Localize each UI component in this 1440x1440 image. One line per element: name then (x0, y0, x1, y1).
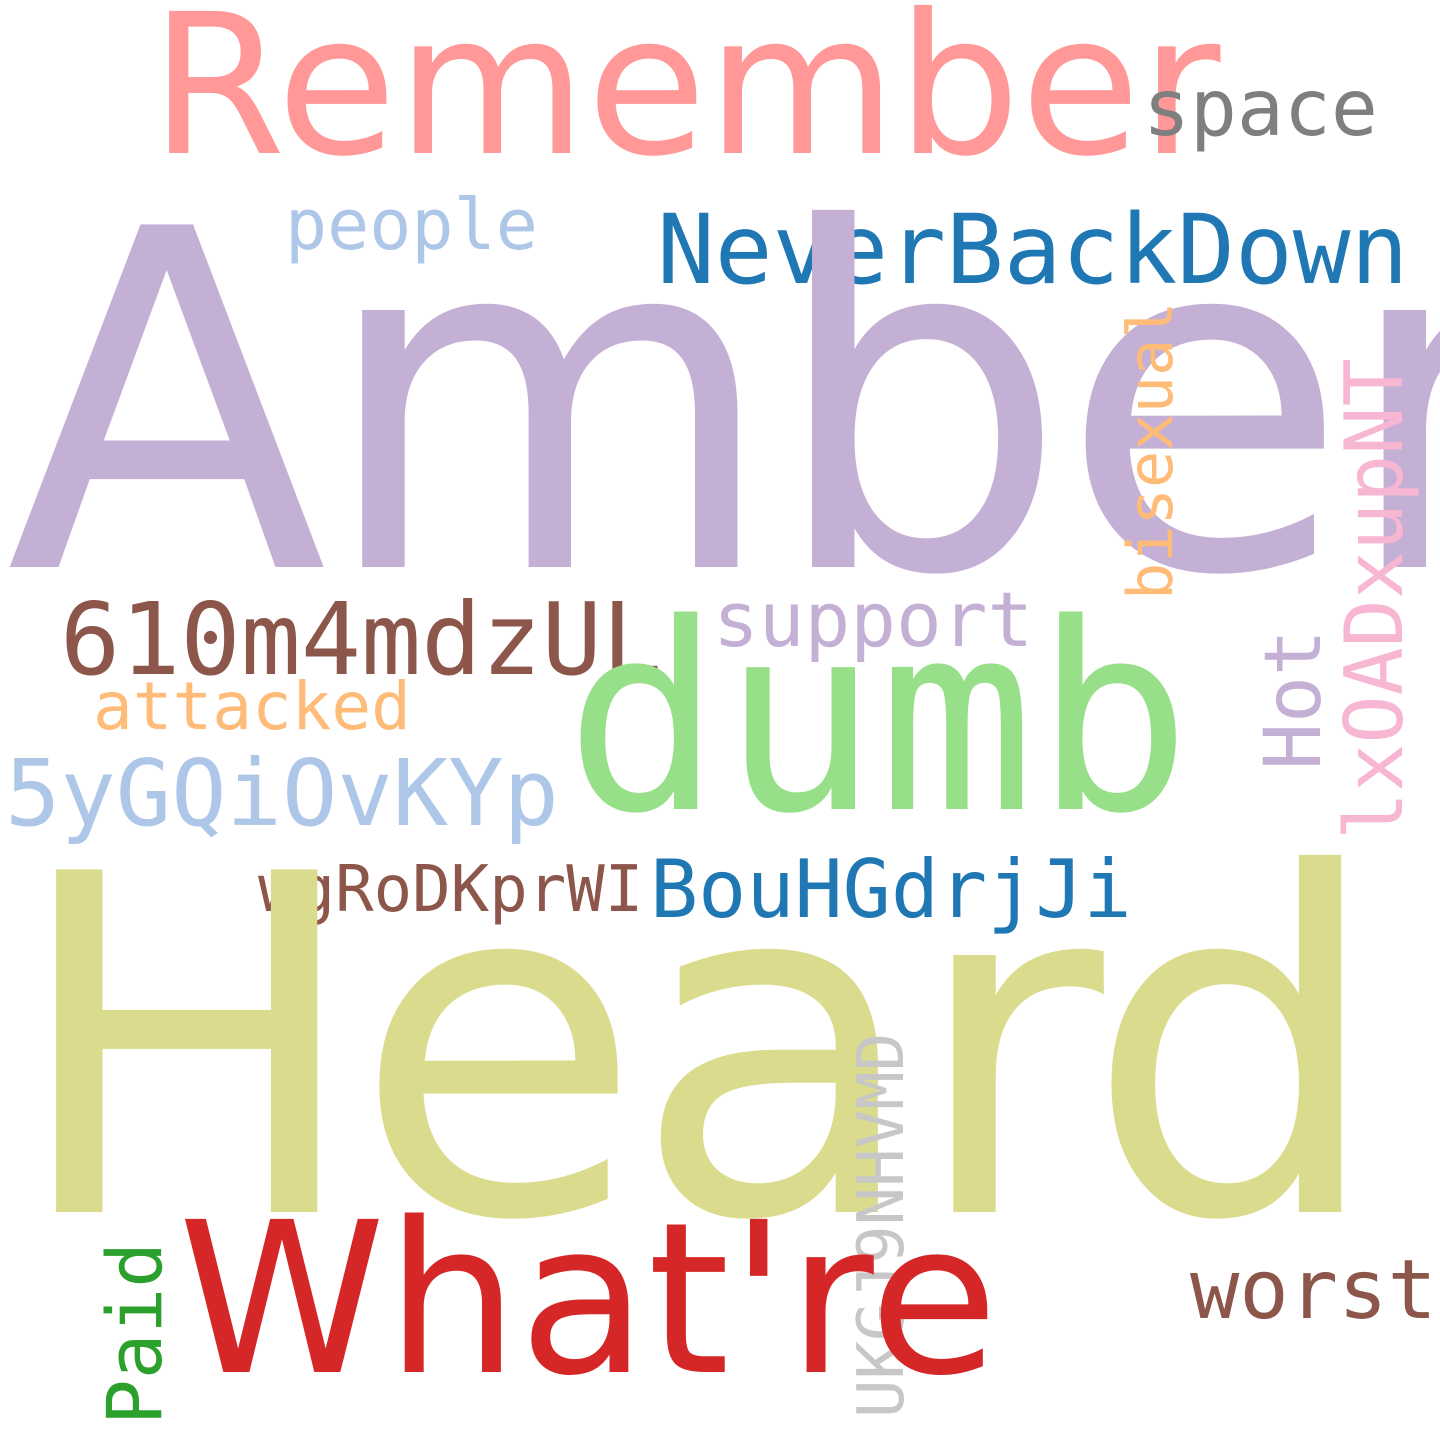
word-bouhgdrjji: BouHGdrjJi (650, 843, 1132, 936)
word-heard: Heard (10, 776, 1384, 1323)
word-paid: Paid (90, 1241, 179, 1425)
word-wgrodkprwi: wgRoDKprWI (258, 853, 644, 927)
word-neverbackdown: NeverBackDown (657, 194, 1409, 306)
word-610m4mdzul: 610m4mdzUL (60, 581, 663, 698)
word-amber: Amber (6, 131, 1440, 678)
word-remember: Remember (150, 0, 1221, 199)
word-whatre: What're (178, 1177, 999, 1422)
word-worst: worst (1190, 1243, 1437, 1338)
word-hot: Hot (1249, 629, 1339, 770)
word-dumb: dumb (565, 569, 1192, 871)
word-5ygqiovkyp: 5yGQiOvKYp (5, 740, 559, 847)
word-support: support (713, 575, 1034, 664)
word-people: people (285, 184, 538, 266)
word-lxoadxupnt: lxOADxupNT (1328, 358, 1421, 840)
word-space: space (1143, 64, 1378, 154)
word-bisexual: bisexual (1114, 301, 1187, 600)
word-attacked: attacked (93, 668, 411, 745)
